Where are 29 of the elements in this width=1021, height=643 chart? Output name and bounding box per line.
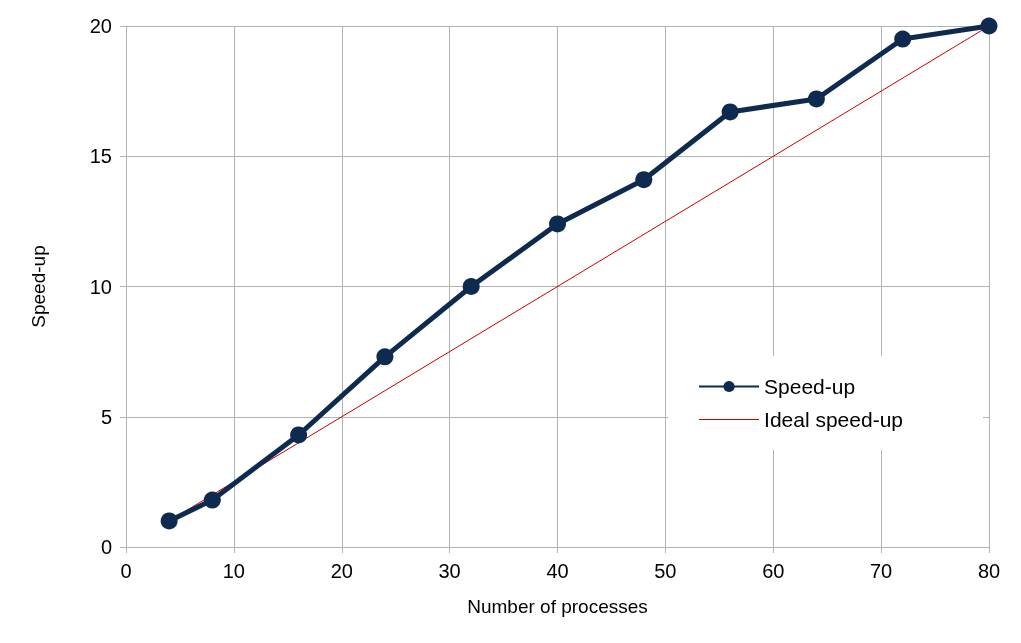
x-tick-label: 40	[546, 560, 569, 582]
x-tick-label: 50	[654, 560, 677, 582]
point	[203, 491, 221, 509]
point	[980, 17, 998, 35]
point	[721, 103, 739, 121]
y-tick-label: 0	[100, 536, 112, 558]
x-tick-label: 20	[330, 560, 353, 582]
y-tick-label: 15	[89, 145, 112, 168]
x-tick-label: 80	[977, 560, 1001, 582]
point	[462, 278, 480, 295]
y-tick-label: 5	[100, 405, 112, 428]
y-axis-title: Speed-up	[28, 245, 49, 328]
y-tick-label: 20	[89, 15, 112, 37]
point	[807, 90, 825, 108]
x-axis-title: Number of processes	[467, 596, 648, 617]
point	[894, 30, 912, 48]
x-tick-label: 70	[870, 560, 893, 582]
point	[376, 348, 394, 366]
y-tick-label: 10	[89, 275, 112, 298]
x-tick-label: 0	[120, 560, 132, 582]
point	[160, 512, 178, 530]
x-tick-label: 10	[222, 560, 245, 582]
point	[290, 426, 308, 444]
legend-label: Ideal speed-up	[764, 408, 904, 431]
x-tick-label: 30	[438, 560, 461, 582]
x-tick-label: 60	[762, 560, 785, 582]
point	[549, 215, 566, 233]
legend-label: Speed-up	[764, 375, 856, 398]
point	[635, 171, 653, 189]
